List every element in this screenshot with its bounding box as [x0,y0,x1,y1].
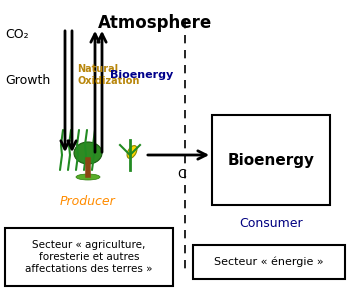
Text: CO₂: CO₂ [5,28,29,41]
Text: Growth: Growth [5,74,50,86]
Bar [193,245,345,279]
Bar [5,228,173,286]
Ellipse shape [76,174,100,180]
Text: Producer: Producer [60,195,116,208]
Ellipse shape [74,142,102,164]
Text: Atmosphere: Atmosphere [98,14,212,32]
Text: C: C [178,168,186,181]
Text: Bioenergy: Bioenergy [110,70,173,80]
Text: Natural
Oxidization: Natural Oxidization [77,64,139,86]
Bar [212,115,330,205]
Text: Bioenergy: Bioenergy [227,152,315,168]
Text: Secteur « énergie »: Secteur « énergie » [214,257,324,267]
Text: Consumer: Consumer [239,217,303,230]
Text: Secteur « agriculture,
foresterie et autres
affectations des terres »: Secteur « agriculture, foresterie et aut… [25,240,153,274]
Ellipse shape [127,146,137,159]
